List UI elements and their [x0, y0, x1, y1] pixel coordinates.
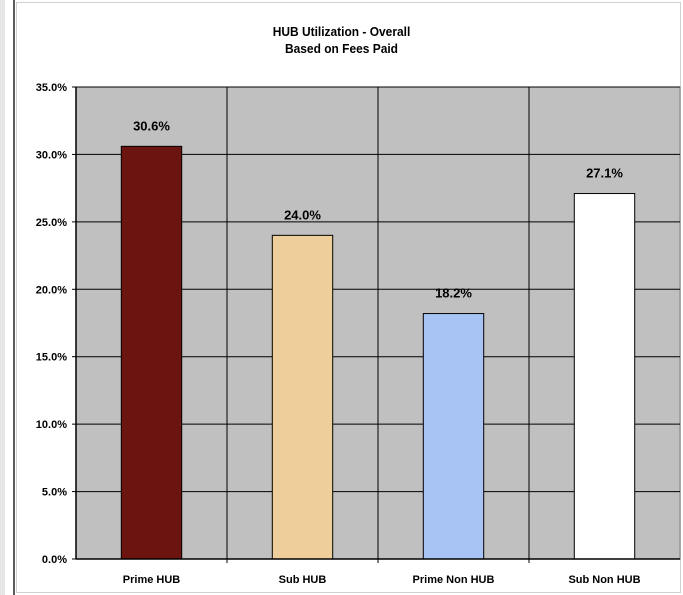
y-tick-label: 15.0%	[36, 352, 67, 364]
chart-title: HUB Utilization - Overall	[272, 24, 411, 39]
y-tick-label: 35.0%	[36, 82, 67, 94]
bar	[271, 234, 334, 560]
data-label: 18.2%	[435, 286, 472, 301]
bar	[120, 145, 183, 560]
bar	[573, 193, 636, 560]
x-tick-label: Prime Non HUB	[413, 574, 495, 586]
y-tick-label: 10.0%	[36, 419, 67, 431]
y-tick-label: 30.0%	[36, 149, 67, 161]
left-divider-line	[13, 0, 15, 595]
chart-subtitle: Based on Fees Paid	[284, 41, 398, 56]
y-tick-label: 0.0%	[42, 554, 67, 566]
data-label: 24.0%	[284, 207, 321, 222]
data-label: 30.6%	[133, 118, 170, 133]
left-edge-strip	[0, 0, 5, 595]
data-label: 27.1%	[586, 166, 623, 181]
y-tick-label: 5.0%	[42, 487, 67, 499]
bar	[422, 313, 485, 560]
x-tick-label: Sub Non HUB	[568, 574, 640, 586]
y-tick-label: 20.0%	[36, 284, 67, 296]
x-tick-label: Sub HUB	[279, 574, 327, 586]
y-tick-label: 25.0%	[36, 217, 67, 229]
x-tick-label: Prime HUB	[123, 574, 181, 586]
